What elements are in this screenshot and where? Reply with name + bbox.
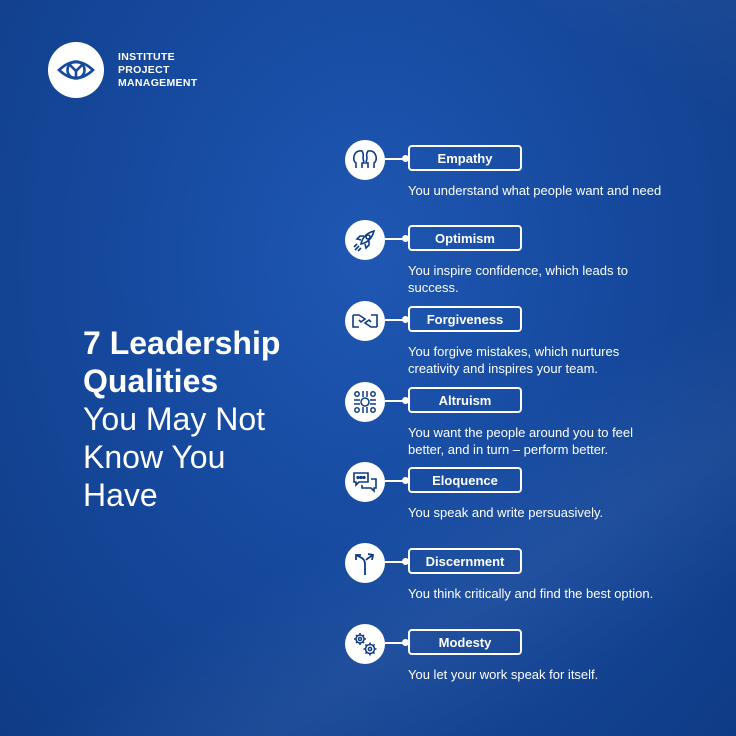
- connector-line: [385, 235, 409, 242]
- quality-description: You forgive mistakes, which nurtures cre…: [408, 344, 620, 376]
- quality-description: You speak and write persuasively.: [408, 505, 604, 520]
- eye-icon: [48, 42, 104, 98]
- quality-item-discernment: Discernment You think critically and fin…: [345, 543, 675, 623]
- quality-description: You want the people around you to feel b…: [408, 425, 634, 457]
- brand-logo[interactable]: INSTITUTE PROJECT MANAGEMENT: [48, 42, 208, 98]
- title-light-line: You May Not: [83, 401, 266, 437]
- connector-line: [385, 558, 409, 565]
- quality-label: Forgiveness: [408, 306, 522, 332]
- quality-label: Empathy: [408, 145, 522, 171]
- heads-icon: [345, 140, 385, 180]
- connector-line: [385, 397, 409, 404]
- brand-line: PROJECT: [118, 63, 170, 76]
- quality-label: Modesty: [408, 629, 522, 655]
- gears-icon: [345, 624, 385, 664]
- team-icon: [345, 382, 385, 422]
- rocket-icon: [345, 220, 385, 260]
- quality-item-eloquence: Eloquence You speak and write persuasive…: [345, 462, 675, 542]
- brand-line: INSTITUTE: [118, 50, 175, 63]
- title-light-line: Have: [83, 477, 158, 513]
- quality-description: You inspire confidence, which leads to s…: [408, 263, 628, 295]
- title-bold-line: 7 Leadership: [83, 325, 281, 361]
- connector-line: [385, 639, 409, 646]
- connector-line: [385, 316, 409, 323]
- quality-item-optimism: Optimism You inspire confidence, which l…: [345, 220, 675, 300]
- connector-line: [385, 477, 409, 484]
- quality-label: Eloquence: [408, 467, 522, 493]
- split-arrow-icon: [345, 543, 385, 583]
- quality-description: You understand what people want and need: [408, 183, 662, 198]
- brand-line: MANAGEMENT: [118, 76, 198, 89]
- quality-description: You let your work speak for itself.: [408, 667, 599, 682]
- chat-icon: [345, 462, 385, 502]
- connector-line: [385, 155, 409, 162]
- quality-item-empathy: Empathy You understand what people want …: [345, 140, 675, 220]
- brand-name: INSTITUTE PROJECT MANAGEMENT: [118, 51, 208, 90]
- quality-description: You think critically and find the best o…: [408, 586, 654, 601]
- quality-label: Altruism: [408, 387, 522, 413]
- quality-label: Discernment: [408, 548, 522, 574]
- title-light-line: Know You: [83, 439, 226, 475]
- page-title: 7 Leadership Qualities You May Not Know …: [83, 324, 323, 514]
- quality-label: Optimism: [408, 225, 522, 251]
- handshake-icon: [345, 301, 385, 341]
- quality-item-altruism: Altruism You want the people around you …: [345, 382, 675, 462]
- title-bold-line: Qualities: [83, 363, 219, 399]
- quality-item-forgiveness: Forgiveness You forgive mistakes, which …: [345, 301, 675, 381]
- quality-item-modesty: Modesty You let your work speak for itse…: [345, 624, 675, 704]
